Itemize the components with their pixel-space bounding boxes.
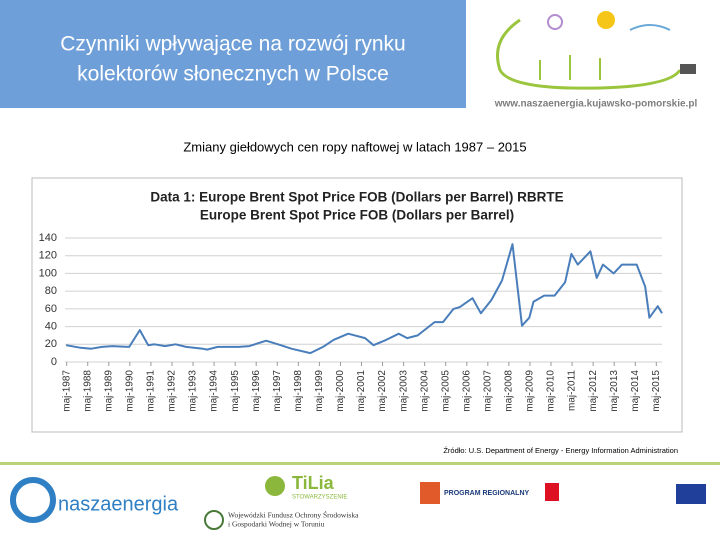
x-tick-label: maj-1993 [188, 370, 199, 412]
x-tick-label: maj-2006 [461, 370, 472, 412]
logo-e [10, 477, 56, 523]
logo-plug [680, 64, 696, 74]
x-tick-label: maj-1987 [61, 370, 72, 412]
x-tick-label: maj-1998 [293, 370, 304, 412]
y-tick-label: 140 [39, 232, 57, 244]
y-tick-label: 80 [45, 285, 57, 297]
x-tick-label: maj-2004 [419, 370, 430, 412]
subtitle: Zmiany giełdowych cen ropy naftowej w la… [183, 139, 526, 154]
region-crest [545, 483, 559, 501]
footer-logo: naszaenergia [58, 493, 179, 515]
y-tick-label: 60 [45, 303, 57, 315]
header-box [0, 0, 466, 108]
x-tick-label: maj-2001 [356, 370, 367, 412]
x-tick-label: maj-2005 [440, 370, 451, 412]
x-tick-label: maj-1994 [209, 370, 220, 412]
x-tick-label: maj-2014 [630, 370, 641, 412]
x-tick-label: maj-1989 [103, 370, 114, 412]
x-tick-label: maj-2003 [398, 370, 409, 412]
footer-fund: Wojewódzki Fundusz Ochrony Środowiska [228, 510, 359, 520]
x-tick-label: maj-2009 [525, 370, 536, 412]
source: Źródło: U.S. Department of Energy - Ener… [443, 446, 678, 455]
y-tick-label: 100 [39, 267, 57, 279]
logo-circle [547, 14, 563, 30]
x-tick-label: maj-1988 [82, 370, 93, 412]
x-tick-label: maj-2015 [651, 370, 662, 412]
footer-program: PROGRAM REGIONALNY [444, 490, 530, 497]
logo-turbines [539, 55, 601, 80]
x-tick-label: maj-2000 [335, 370, 346, 412]
program-logo [420, 482, 440, 504]
footer-rule [0, 462, 720, 465]
x-tick-label: maj-2012 [588, 370, 599, 412]
chart-title: Europe Brent Spot Price FOB (Dollars per… [200, 208, 514, 223]
chart-frame [31, 177, 683, 433]
x-tick-label: maj-2007 [482, 370, 493, 412]
logo-curve [496, 18, 682, 90]
y-tick-label: 40 [45, 320, 57, 332]
price-line [65, 243, 663, 355]
header-title: Czynniki wpływające na rozwój rynku [60, 33, 405, 56]
header-title: kolektorów słonecznych w Polsce [77, 63, 389, 86]
x-tick-label: maj-1997 [272, 370, 283, 412]
x-tick-label: maj-2008 [504, 370, 515, 412]
tilia-leaf [265, 476, 285, 496]
logo-wave [629, 24, 671, 31]
x-tick-label: maj-2013 [609, 370, 620, 412]
footer: naszaenergia TiLia STOWARZYSZENIE Wojewó… [10, 473, 706, 530]
x-tick-label: maj-1991 [146, 370, 157, 412]
y-tick-label: 0 [51, 356, 57, 368]
footer-logo: TiLia [292, 473, 335, 493]
header-url: www.naszaenergia.kujawsko-pomorskie.pl [494, 99, 698, 110]
x-tick-label: maj-2011 [567, 370, 578, 411]
footer-fund: i Gospodarki Wodnej w Toruniu [228, 520, 325, 529]
x-tick-label: maj-1992 [167, 370, 178, 412]
x-tick-label: maj-1996 [251, 370, 262, 412]
header-logo [496, 11, 696, 90]
footer-logo-sub: STOWARZYSZENIE [292, 495, 347, 501]
y-tick-label: 120 [39, 250, 57, 262]
eu-flag [676, 484, 706, 504]
plot: 0 20 40 60 80 100 120 140 maj-1987 maj-1988 maj-19… [39, 232, 663, 412]
logo-sun [597, 11, 615, 29]
x-tick-label: maj-1999 [314, 370, 325, 412]
fund-emblem [204, 510, 224, 530]
chart-title: Data 1: Europe Brent Spot Price FOB (Dol… [150, 190, 563, 205]
x-tick-label: maj-2002 [377, 370, 388, 412]
y-tick-label: 20 [45, 338, 57, 350]
x-tick-label: maj-1995 [230, 370, 241, 412]
x-tick-label: maj-2010 [546, 370, 557, 412]
x-tick-label: maj-1990 [124, 370, 135, 412]
